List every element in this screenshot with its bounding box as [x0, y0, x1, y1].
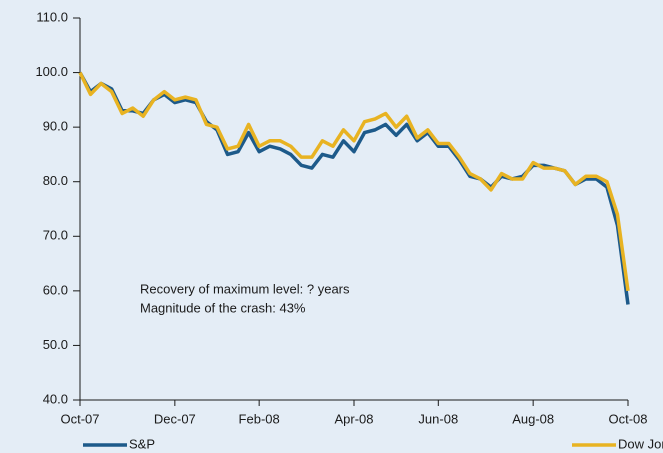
line-series — [78, 71, 630, 292]
x-tick-label: Aug-08 — [512, 411, 554, 426]
legend-label: S&P — [129, 436, 155, 451]
y-tick-label: 40.0 — [43, 391, 68, 406]
x-tick-label: Dec-07 — [154, 411, 196, 426]
y-tick-label: 110.0 — [36, 9, 68, 24]
annotation: Recovery of maximum level: ? years — [140, 281, 350, 296]
y-tick-label: 80.0 — [43, 173, 68, 188]
line-series — [78, 71, 630, 305]
annotation: Magnitude of the crash: 43% — [140, 300, 306, 315]
y-tick-label: 100.0 — [35, 64, 68, 79]
x-tick-label: Oct-07 — [60, 411, 99, 426]
x-tick-label: Oct-08 — [608, 411, 647, 426]
x-tick-label: Jun-08 — [418, 411, 458, 426]
y-tick-label: 90.0 — [43, 119, 68, 134]
legend-label: Dow Jones — [618, 436, 663, 451]
y-tick-label: 70.0 — [43, 228, 68, 243]
y-tick-label: 50.0 — [43, 337, 68, 352]
x-tick-label: Feb-08 — [239, 411, 280, 426]
x-tick-label: Apr-08 — [334, 411, 373, 426]
y-tick-label: 60.0 — [43, 282, 68, 297]
